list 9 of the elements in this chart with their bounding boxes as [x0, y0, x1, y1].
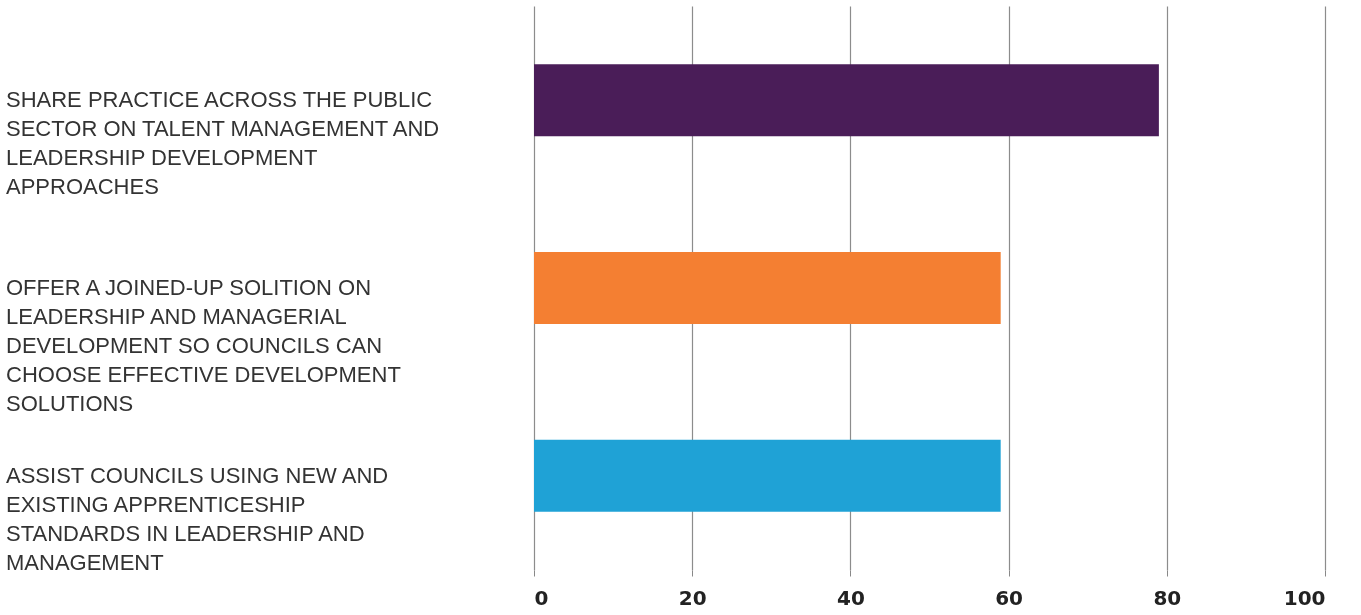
y-tick-label: OFFER A JOINED-UP SOLITION ON LEADERSHIP AND MANAGERIAL DEVELOPMENT SO COUNCILS CAN CHOOSE EFFECTIVE DEVELOPMENT SOLUTIONS: [6, 275, 401, 416]
y-tick-label: ASSIST COUNCILS USING NEW AND EXISTING APPRENTICESHIP STANDARDS IN LEADERSHIP AND MANAGEMENT: [6, 462, 389, 575]
x-tick-label: 40: [836, 585, 865, 610]
x-tick-label: 80: [1153, 585, 1182, 610]
x-tick-label: 0: [534, 585, 549, 610]
x-tick-label: 60: [995, 585, 1024, 610]
x-tick-label: 100: [1283, 585, 1326, 610]
y-tick-label: SHARE PRACTICE ACROSS THE PUBLIC SECTOR ON TALENT MANAGEMENT AND LEADERSHIP DEVELOPMENT APPROACHES: [6, 87, 440, 200]
x-tick-label: 20: [678, 585, 707, 610]
